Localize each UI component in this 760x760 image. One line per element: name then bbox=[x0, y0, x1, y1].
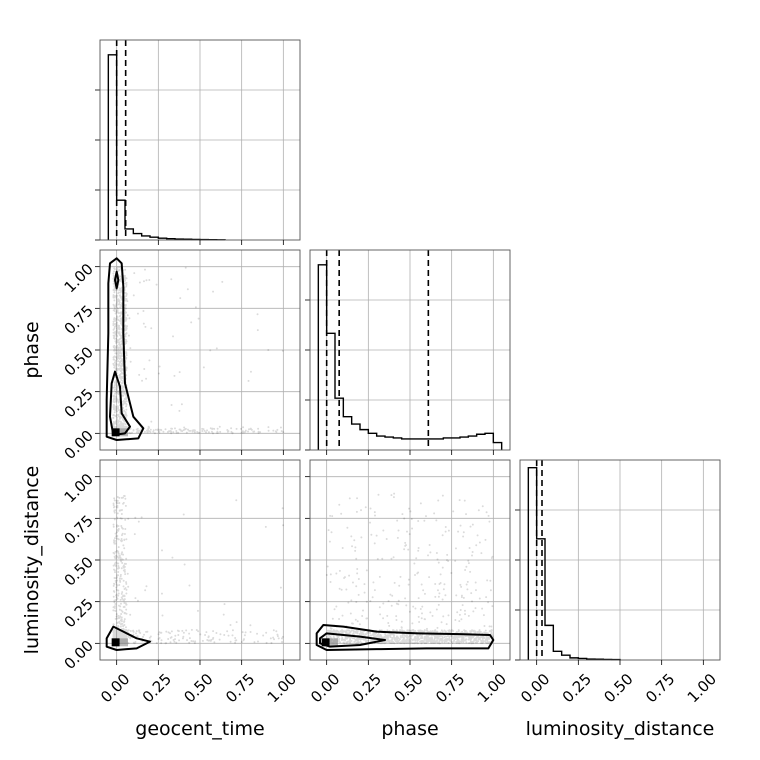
density-cell bbox=[120, 638, 128, 647]
x-tick-label: 0.75 bbox=[642, 670, 678, 706]
x-tick-label: 0.75 bbox=[222, 670, 258, 706]
panel-luminosity_distance-marginal: 0.00 0.25 0.50 0.75 1.00 bbox=[515, 459, 721, 706]
y-tick-label: 0.25 bbox=[61, 595, 97, 631]
histogram-phase bbox=[317, 264, 503, 450]
contour-line bbox=[319, 632, 386, 648]
x-tick-label: 0.50 bbox=[180, 670, 216, 706]
contour-line bbox=[114, 270, 120, 290]
x-tick-label: 0.00 bbox=[307, 670, 343, 706]
y-axis-label-phase: phase bbox=[21, 321, 43, 378]
x-tick-label: 0.25 bbox=[349, 670, 385, 706]
panel-phase-marginal bbox=[305, 249, 511, 455]
x-tick-label: 0.50 bbox=[390, 670, 426, 706]
y-axis-label-luminosity_distance: luminosity_distance bbox=[21, 466, 43, 655]
y-tick-label: 1.00 bbox=[61, 470, 97, 506]
panel-phase-vs-luminosity_distance: 0.00 0.25 0.50 0.75 1.00 bbox=[305, 459, 511, 706]
density-cell bbox=[330, 638, 338, 647]
density-cell bbox=[120, 428, 128, 437]
x-tick-label: 0.50 bbox=[600, 670, 636, 706]
panel-geocent_time-vs-luminosity_distance: 0.000.250.500.751.000.00 0.25 0.50 0.75 1.00 bbox=[61, 459, 301, 706]
y-tick-label: 0.00 bbox=[61, 427, 97, 463]
density-peak bbox=[111, 638, 120, 647]
x-axis-label-geocent_time: geocent_time bbox=[135, 718, 264, 740]
density-peak bbox=[111, 428, 120, 437]
x-tick-label: 0.75 bbox=[432, 670, 468, 706]
y-tick-label: 0.50 bbox=[61, 553, 97, 589]
scatter-samples bbox=[112, 494, 285, 645]
y-tick-label: 1.00 bbox=[61, 260, 97, 296]
y-tick-label: 0.00 bbox=[61, 637, 97, 673]
y-tick-label: 0.75 bbox=[61, 512, 97, 548]
x-axis-label-luminosity_distance: luminosity_distance bbox=[526, 718, 715, 740]
y-tick-label: 0.50 bbox=[61, 343, 97, 379]
panel-geocent_time-vs-phase: 0.00 0.25 0.50 0.75 1.00 bbox=[61, 249, 301, 463]
density-peak bbox=[321, 638, 330, 647]
contour-line bbox=[105, 625, 151, 651]
x-tick-label: 1.00 bbox=[264, 670, 300, 706]
y-tick-label: 0.25 bbox=[61, 385, 97, 421]
y-tick-label: 0.75 bbox=[61, 302, 97, 338]
contour-line bbox=[105, 257, 145, 441]
x-tick-label: 0.25 bbox=[139, 670, 175, 706]
x-tick-label: 1.00 bbox=[474, 670, 510, 706]
x-tick-label: 1.00 bbox=[684, 670, 720, 706]
x-tick-label: 0.00 bbox=[517, 670, 553, 706]
x-tick-label: 0.00 bbox=[97, 670, 133, 706]
panel-geocent_time-marginal bbox=[95, 39, 301, 245]
contour-line bbox=[109, 370, 131, 436]
x-axis-label-phase: phase bbox=[381, 718, 438, 740]
x-tick-label: 0.25 bbox=[559, 670, 595, 706]
histogram-luminosity_distance bbox=[527, 466, 621, 661]
contour-line bbox=[315, 624, 495, 651]
